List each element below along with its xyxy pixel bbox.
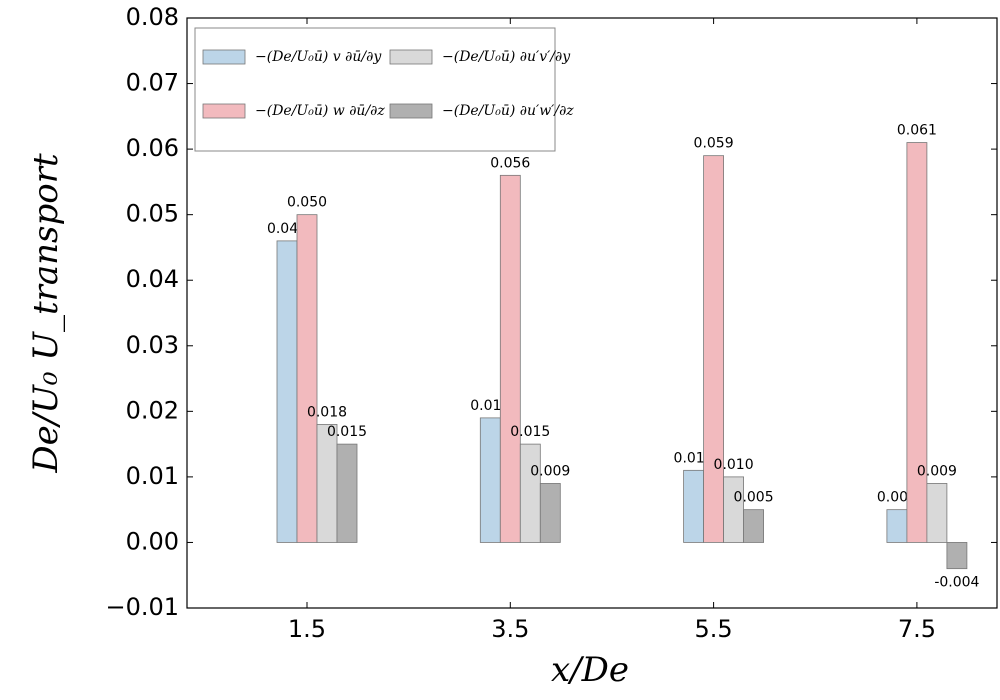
bar — [539, 483, 561, 543]
bar — [906, 142, 928, 543]
legend-label: −(De/U₀ū) v ∂ū/∂y — [255, 49, 382, 65]
bar — [946, 542, 968, 570]
x-tick-label: 3.5 — [491, 615, 529, 643]
bar — [703, 155, 724, 543]
x-tick-label: 1.5 — [288, 615, 326, 643]
value-label: 0.015 — [510, 424, 550, 440]
bar — [519, 443, 541, 543]
y-tick-label: 0.06 — [126, 134, 179, 162]
legend: −(De/U₀ū) v ∂ū/∂y −(De/U₀ū) w ∂ū/∂z −(De/U… — [194, 27, 574, 152]
bar — [479, 417, 501, 543]
bar — [926, 483, 948, 543]
y-axis-label: De/U₀ U_transport — [26, 153, 66, 474]
value-label: -0.004 — [934, 575, 979, 591]
bar — [886, 509, 908, 543]
legend-swatch — [389, 49, 433, 65]
legend-label: −(De/U₀ū) ∂u′w′/∂z — [442, 103, 574, 119]
bar — [336, 443, 358, 543]
y-tick-label: −0.01 — [105, 593, 179, 621]
value-label: 0.009 — [530, 463, 570, 479]
bar — [499, 174, 521, 543]
value-label: 0.005 — [734, 490, 774, 506]
y-tick-label: 0.03 — [126, 331, 179, 359]
value-label: 0.059 — [694, 136, 734, 152]
bar — [296, 214, 318, 543]
value-label: 0.009 — [917, 463, 957, 479]
value-label: 0.010 — [714, 457, 754, 473]
legend-frame — [194, 27, 556, 152]
value-label: 0.018 — [307, 404, 347, 420]
bar — [723, 476, 744, 543]
bar — [683, 469, 704, 543]
bar — [743, 509, 764, 543]
value-label: 0.050 — [287, 195, 327, 211]
bar — [276, 240, 298, 543]
legend-swatch — [202, 49, 246, 65]
x-axis-label: x/De — [551, 650, 629, 690]
legend-swatch — [389, 103, 433, 119]
value-label: 0.061 — [897, 123, 937, 139]
y-tick-label: 0.04 — [126, 265, 179, 293]
plot-frame — [186, 17, 998, 609]
legend-label: −(De/U₀ū) w ∂ū/∂z — [255, 103, 385, 119]
value-label: 0.056 — [490, 155, 530, 171]
legend-label: −(De/U₀ū) ∂u′v′/∂y — [442, 49, 571, 65]
legend-swatch — [202, 103, 246, 119]
x-tick-label: 7.5 — [898, 615, 936, 643]
y-tick-label: 0.01 — [126, 462, 179, 490]
x-tick-label: 5.5 — [695, 615, 733, 643]
y-tick-label: 0.00 — [126, 527, 179, 555]
bar — [316, 424, 338, 543]
y-tick-label: 0.05 — [126, 200, 179, 228]
value-label: 0.015 — [327, 424, 367, 440]
y-tick-label: 0.02 — [126, 396, 179, 424]
y-tick-label: 0.08 — [126, 3, 179, 31]
y-tick-label: 0.07 — [126, 69, 179, 97]
